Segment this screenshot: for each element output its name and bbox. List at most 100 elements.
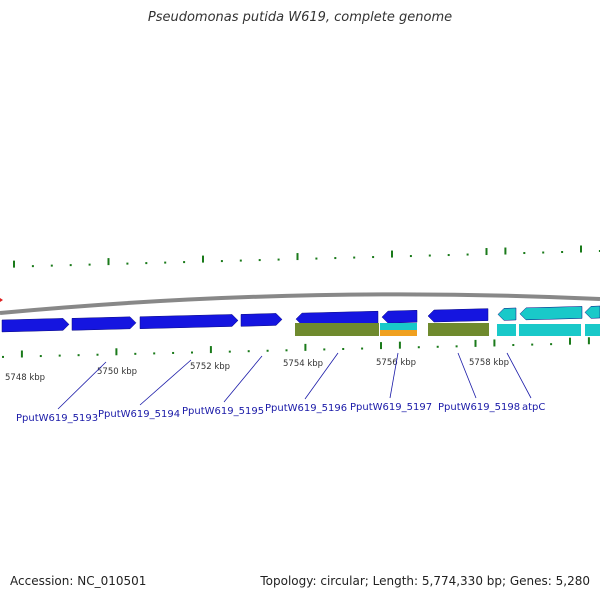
upper-tick-mark	[485, 248, 488, 256]
gene-label[interactable]: PputW619_5198	[438, 402, 520, 413]
upper-tick-mark	[50, 264, 53, 267]
upper-tick-mark	[561, 251, 564, 254]
gene-box	[428, 323, 489, 336]
cds-arrow	[519, 306, 583, 321]
gene-track	[295, 323, 600, 336]
scale-label: 5752 kbp	[190, 362, 230, 372]
gene-leader-line	[457, 352, 477, 399]
upper-tick-mark	[542, 251, 545, 254]
gene-label[interactable]: PputW619_5195	[182, 406, 264, 417]
upper-tick-mark	[372, 256, 375, 259]
misc-feature-box	[380, 330, 417, 336]
lower-tick-mark	[247, 350, 250, 353]
lower-tick-mark	[266, 349, 269, 352]
lower-tick-mark	[228, 350, 231, 353]
gene-label[interactable]: PputW619_5193	[16, 413, 98, 424]
cds-track	[1, 305, 600, 333]
lower-tick-mark	[531, 343, 534, 346]
upper-tick-mark	[334, 257, 337, 260]
upper-tick-mark	[258, 259, 261, 262]
upper-tick-mark	[296, 253, 299, 261]
gene-label[interactable]: atpC	[522, 402, 545, 413]
gene-label[interactable]: PputW619_5194	[98, 409, 180, 420]
gene-leader-line	[389, 352, 399, 399]
upper-tick-mark	[183, 261, 186, 264]
lower-tick-mark	[304, 343, 307, 351]
lower-tick-mark	[153, 352, 156, 355]
upper-tick-mark	[13, 260, 15, 268]
map-title: Pseudomonas putida W619, complete genome	[147, 10, 453, 25]
cds-arrow	[584, 305, 600, 319]
cds-arrow	[240, 313, 283, 327]
upper-tick-mark	[126, 262, 129, 265]
lower-tick-mark	[285, 349, 288, 352]
upper-tick-mark	[523, 252, 526, 255]
lower-feature-ticks	[2, 337, 590, 358]
upper-tick-mark	[428, 254, 431, 257]
lower-tick-mark	[20, 350, 23, 358]
cds-arrow	[381, 310, 418, 324]
gene-labels: PputW619_5193 PputW619_5194 PputW619_5195 P…	[16, 352, 545, 424]
upper-tick-mark	[409, 255, 412, 258]
genome-backbone	[0, 292, 600, 315]
upper-tick-mark	[88, 263, 91, 266]
lower-tick-mark	[398, 341, 401, 349]
lower-tick-mark	[96, 353, 99, 356]
cds-arrow	[71, 316, 137, 331]
lower-tick-mark	[39, 355, 42, 358]
upper-tick-mark	[31, 265, 34, 268]
upper-tick-mark	[277, 258, 280, 261]
lower-tick-mark	[455, 345, 458, 348]
upper-tick-mark	[580, 245, 582, 253]
upper-tick-mark	[391, 250, 393, 258]
cds-arrow	[139, 314, 239, 329]
upper-tick-mark	[202, 255, 204, 263]
cds-arrow	[1, 318, 70, 333]
upper-tick-mark	[69, 264, 72, 267]
gene-leader-line	[223, 355, 263, 403]
lower-tick-mark	[115, 348, 118, 356]
upper-tick-mark	[466, 253, 469, 256]
upper-tick-mark	[164, 261, 167, 264]
start-marker	[0, 298, 3, 302]
upper-tick-mark	[239, 259, 242, 262]
gene-box	[585, 324, 600, 336]
lower-tick-mark	[512, 344, 515, 347]
lower-tick-mark	[191, 351, 193, 354]
upper-tick-mark	[145, 262, 148, 265]
gene-label[interactable]: PputW619_5196	[265, 403, 347, 414]
upper-tick-mark	[107, 258, 110, 266]
scale-label: 5754 kbp	[283, 359, 323, 369]
lower-tick-mark	[493, 339, 496, 347]
scale-label: 5750 kbp	[97, 367, 137, 377]
lower-tick-mark	[436, 345, 439, 348]
lower-tick-mark	[209, 346, 212, 354]
accession-text: Accession: NC_010501	[10, 574, 147, 588]
lower-tick-mark	[417, 346, 420, 349]
gene-label[interactable]: PputW619_5197	[350, 402, 432, 413]
gene-box	[497, 324, 516, 336]
lower-tick-mark	[58, 354, 61, 357]
trna-box	[380, 323, 417, 330]
lower-tick-mark	[77, 354, 80, 357]
upper-tick-mark	[353, 256, 356, 259]
cds-arrow	[497, 307, 517, 321]
gene-box	[295, 323, 379, 336]
cds-arrow	[427, 308, 489, 323]
upper-tick-mark	[315, 257, 318, 260]
upper-tick-mark	[504, 247, 507, 255]
scale-label: 5748 kbp	[5, 373, 45, 383]
upper-feature-ticks	[13, 245, 600, 268]
lower-tick-mark	[342, 347, 345, 350]
lower-tick-mark	[2, 355, 4, 358]
gene-box	[519, 324, 581, 336]
lower-tick-mark	[172, 351, 175, 354]
genome-summary-text: Topology: circular; Length: 5,774,330 bp…	[260, 574, 590, 588]
lower-tick-mark	[323, 348, 326, 351]
lower-tick-mark	[134, 352, 137, 355]
gene-leader-line	[304, 352, 339, 400]
lower-tick-mark	[569, 337, 571, 345]
lower-tick-mark	[550, 343, 553, 346]
scale-label: 5758 kbp	[469, 358, 509, 368]
